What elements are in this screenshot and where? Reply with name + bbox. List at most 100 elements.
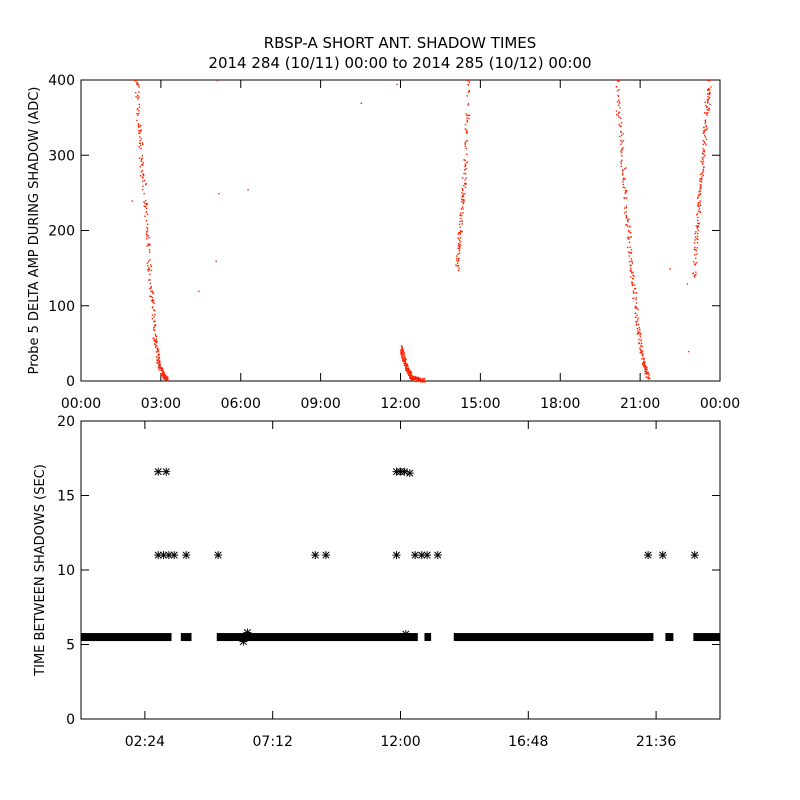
data-point xyxy=(458,247,461,250)
data-point xyxy=(146,233,148,235)
data-point xyxy=(625,197,628,199)
data-point xyxy=(161,373,163,375)
data-point xyxy=(153,343,156,345)
data-point xyxy=(707,98,710,100)
data-point xyxy=(150,269,153,272)
data-point xyxy=(622,178,624,181)
data-point xyxy=(409,371,411,373)
data-point xyxy=(153,316,155,318)
data-point xyxy=(406,367,408,370)
y-tick-label: 10 xyxy=(57,563,75,579)
data-point xyxy=(457,247,459,249)
data-point xyxy=(697,203,700,206)
data-point xyxy=(626,224,628,226)
data-point xyxy=(709,89,711,91)
data-point xyxy=(138,142,141,145)
data-point xyxy=(642,363,644,366)
x-tick-label: 12:00 xyxy=(380,396,420,412)
data-point xyxy=(703,132,705,134)
data-point xyxy=(457,258,460,261)
data-point xyxy=(159,362,161,364)
data-point xyxy=(402,350,404,352)
data-point xyxy=(642,362,644,365)
data-point xyxy=(138,103,141,106)
data-point xyxy=(166,376,169,378)
data-point xyxy=(457,233,460,235)
data-point xyxy=(156,345,158,347)
data-point xyxy=(465,147,468,150)
data-point xyxy=(166,379,169,382)
data-point xyxy=(641,342,643,345)
data-point xyxy=(162,467,171,476)
baseline-points xyxy=(693,633,720,642)
data-point xyxy=(167,377,169,380)
data-point xyxy=(155,351,158,353)
data-point xyxy=(669,268,671,270)
data-point xyxy=(630,264,632,267)
data-point xyxy=(157,360,160,362)
data-point xyxy=(153,339,155,342)
data-point xyxy=(642,352,644,355)
data-point xyxy=(162,371,164,373)
data-point xyxy=(464,165,466,168)
data-point xyxy=(459,241,462,243)
data-point xyxy=(467,114,470,117)
data-point xyxy=(615,110,618,112)
data-point xyxy=(617,80,620,83)
data-point xyxy=(163,377,165,380)
data-point xyxy=(626,218,629,221)
data-point xyxy=(624,207,626,209)
data-point xyxy=(410,371,412,374)
data-point xyxy=(154,346,157,348)
data-point xyxy=(629,232,632,234)
data-point xyxy=(402,349,404,351)
data-point xyxy=(703,166,705,168)
data-point xyxy=(462,202,464,205)
data-point xyxy=(694,232,696,235)
data-point xyxy=(688,350,690,353)
data-point xyxy=(145,211,148,213)
data-point xyxy=(637,333,640,335)
data-point xyxy=(403,352,405,354)
data-point xyxy=(138,96,140,98)
data-point xyxy=(136,112,138,115)
data-point xyxy=(697,205,699,207)
data-point xyxy=(624,192,626,194)
data-point xyxy=(160,373,162,375)
data-point xyxy=(215,260,217,262)
data-point xyxy=(147,264,149,267)
data-point xyxy=(635,298,637,301)
data-point xyxy=(459,231,462,234)
data-point xyxy=(455,264,457,266)
data-point xyxy=(695,274,697,276)
data-point xyxy=(417,378,419,380)
data-point xyxy=(165,376,167,378)
data-point xyxy=(155,356,158,358)
data-point xyxy=(463,172,465,175)
data-point xyxy=(700,178,702,180)
data-point xyxy=(619,107,621,109)
data-point xyxy=(637,319,639,321)
data-point xyxy=(461,230,463,233)
data-point xyxy=(403,354,406,356)
data-point xyxy=(410,372,413,375)
data-point xyxy=(698,222,700,225)
data-point xyxy=(464,193,466,195)
data-point xyxy=(150,287,152,289)
data-point xyxy=(409,373,411,375)
data-point xyxy=(643,363,646,365)
data-point xyxy=(139,125,141,128)
data-point xyxy=(705,138,708,140)
data-point xyxy=(401,630,410,639)
data-point xyxy=(458,257,460,259)
data-point xyxy=(702,158,704,161)
data-point xyxy=(703,126,705,129)
data-point xyxy=(153,329,156,332)
data-point xyxy=(404,356,406,358)
data-point xyxy=(707,95,709,98)
data-point xyxy=(623,168,626,170)
data-point xyxy=(138,157,141,159)
data-point xyxy=(629,246,631,248)
data-point xyxy=(405,366,407,368)
data-point xyxy=(409,374,412,376)
